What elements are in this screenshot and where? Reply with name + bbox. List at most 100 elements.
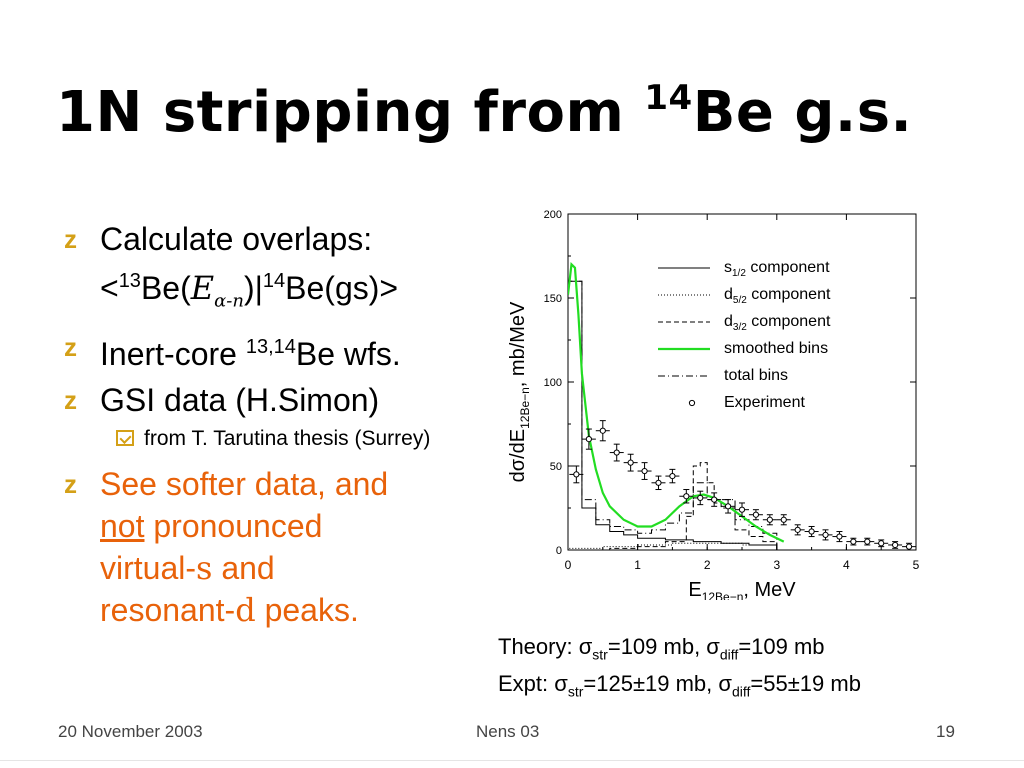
legend-label: smoothed bins: [724, 340, 828, 357]
experiment-point: [609, 443, 624, 462]
y-tick-label: 150: [544, 293, 562, 305]
y-tick-label: 200: [544, 209, 562, 221]
experiment-marker: [780, 516, 787, 523]
series-d52-component: [568, 542, 778, 550]
footer-center: Nens 03: [476, 722, 540, 741]
legend-marker: [688, 399, 696, 407]
legend-entry: Experiment: [688, 394, 805, 411]
experiment-point: [679, 489, 694, 504]
experiment-point: [832, 531, 847, 543]
slide-title: 1N stripping from 14Be g.s.: [56, 78, 913, 145]
experiment-marker: [864, 538, 871, 545]
experiment-marker: [850, 538, 857, 545]
x-tick-label: 2: [704, 558, 711, 572]
experiment-marker: [599, 427, 606, 434]
bullet-z-icon: z: [64, 332, 77, 363]
experiment-point: [581, 428, 596, 450]
x-axis-label: E12Be−n, MeV: [688, 579, 796, 600]
experiment-point: [804, 525, 819, 538]
experiment-point: [860, 537, 875, 546]
experiment-marker: [878, 540, 885, 547]
experiment-marker: [697, 494, 704, 502]
footer-page-number: 19: [936, 722, 955, 741]
experiment-point: [846, 537, 861, 546]
experiment-marker: [683, 493, 690, 500]
legend-label: Experiment: [724, 394, 805, 411]
experiment-marker: [822, 531, 829, 538]
experiment-marker: [669, 472, 676, 480]
experiment-marker: [794, 526, 801, 533]
legend-label: total bins: [724, 367, 788, 384]
legend-entry: total bins: [658, 367, 788, 384]
experiment-marker: [613, 449, 620, 456]
experiment-point: [707, 492, 722, 507]
experiment-point: [790, 524, 805, 536]
x-tick-label: 0: [565, 558, 572, 572]
bullet-overlaps: z Calculate overlaps: <13Be(Eα-n)|14Be(g…: [64, 218, 504, 322]
experiment-marker: [585, 436, 592, 443]
experiment-point: [623, 453, 638, 472]
series-d32-component: [568, 462, 778, 550]
legend-label: s1/2 component: [724, 259, 830, 279]
experiment-point: [874, 539, 889, 548]
experiment-point: [762, 514, 777, 526]
y-tick-label: 100: [544, 377, 562, 389]
experiment-point: [693, 490, 708, 506]
legend-entry: s1/2 component: [658, 259, 830, 279]
experiment-point: [637, 462, 652, 480]
experiment-marker: [641, 467, 648, 475]
legend-label: d3/2 component: [724, 313, 831, 333]
sub-bullet-tarutina: from T. Tarutina thesis (Surrey): [64, 425, 504, 453]
legend-entry: d3/2 component: [658, 313, 831, 333]
experiment-marker: [738, 506, 746, 513]
experiment-marker: [752, 511, 760, 518]
experiment-marker: [892, 541, 899, 549]
experiment-point: [721, 499, 736, 514]
experiment-point: [902, 542, 916, 550]
footer-date: 20 November 2003: [58, 722, 203, 741]
experiment-marker: [724, 503, 732, 510]
x-tick-label: 3: [773, 558, 780, 572]
experiment-marker: [766, 516, 773, 523]
theory-line: Theory: σstr=109 mb, σdiff=109 mb: [498, 634, 825, 663]
experiment-point: [776, 514, 791, 526]
experiment-point: [748, 509, 763, 521]
chart-legend: s1/2 component d5/2 component d3/2 compone…: [658, 259, 831, 411]
legend-entry: smoothed bins: [658, 340, 828, 357]
bullet-softer-data: z See softer data, and not pronounced vi…: [64, 463, 504, 631]
experiment-marker: [808, 528, 815, 535]
x-tick-label: 1: [634, 558, 641, 572]
experiment-point: [818, 529, 833, 541]
bullet-list: z Calculate overlaps: <13Be(Eα-n)|14Be(g…: [64, 218, 504, 635]
x-tick-label: 4: [843, 558, 850, 572]
bullet-gsi-data: z GSI data (H.Simon): [64, 379, 504, 421]
experiment-marker: [836, 533, 843, 540]
cross-section-summary: Theory: σstr=109 mb, σdiff=109 mb Expt: …: [498, 632, 861, 707]
plot-area: [568, 262, 916, 550]
experiment-point: [888, 541, 903, 549]
y-tick-label: 50: [550, 461, 562, 473]
checkbox-bullet-icon: [116, 430, 134, 447]
series-s12-component: [568, 280, 778, 550]
y-tick-label: 0: [556, 545, 562, 557]
y-axis-label: dσ/dE12Be−n, mb/MeV: [507, 301, 532, 482]
experiment-point: [665, 468, 680, 484]
series-smoothed-bins: [568, 262, 785, 543]
experiment-line: Expt: σstr=125±19 mb, σdiff=55±19 mb: [498, 671, 861, 700]
experiment-point: [735, 502, 749, 517]
bullet-z-icon: z: [64, 385, 77, 416]
x-tick-label: 5: [913, 558, 920, 572]
bullet-z-icon: z: [64, 224, 77, 254]
experiment-marker: [905, 543, 913, 550]
experiment-point: [595, 420, 610, 442]
legend-entry: d5/2 component: [658, 286, 831, 306]
experiment-marker: [711, 496, 718, 503]
legend-label: d5/2 component: [724, 286, 831, 306]
experiment-marker: [573, 471, 580, 478]
experiment-marker: [627, 459, 634, 466]
experiment-marker: [655, 479, 662, 486]
bullet-inert-core: z Inert-core 13,14Be wfs.: [64, 326, 504, 375]
experiment-point: [569, 465, 584, 484]
bullet-z-icon: z: [64, 469, 77, 500]
